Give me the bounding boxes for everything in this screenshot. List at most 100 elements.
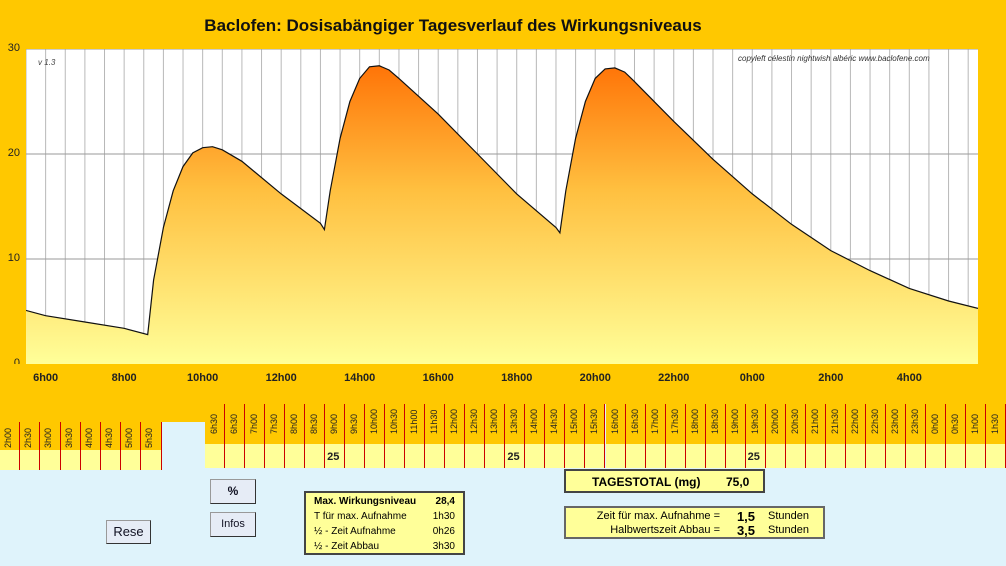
dose-input-cell[interactable] bbox=[40, 450, 61, 470]
dose-input-cell[interactable] bbox=[725, 444, 746, 468]
time-slot-cell[interactable] bbox=[141, 422, 162, 450]
dose-input-cell[interactable] bbox=[445, 444, 466, 468]
time-slot-cell[interactable] bbox=[285, 404, 306, 444]
time-slot-cell[interactable] bbox=[305, 404, 326, 444]
time-slot-cell[interactable] bbox=[345, 404, 366, 444]
absorb-time-value[interactable]: 1,5 bbox=[736, 509, 756, 524]
dose-input-cell[interactable] bbox=[60, 450, 81, 470]
dose-input-cell[interactable] bbox=[685, 444, 706, 468]
dose-input-cell[interactable] bbox=[525, 444, 546, 468]
time-slot-cell[interactable] bbox=[745, 404, 766, 444]
time-slot-cell[interactable] bbox=[705, 404, 726, 444]
halflife-value[interactable]: 3,5 bbox=[736, 523, 756, 538]
time-slot-cell[interactable] bbox=[80, 422, 101, 450]
time-slot-cell[interactable] bbox=[665, 404, 686, 444]
dose-value[interactable]: 25 bbox=[747, 451, 760, 463]
dose-value[interactable]: 25 bbox=[507, 451, 520, 463]
dose-input-cell[interactable] bbox=[20, 450, 41, 470]
time-slot-cell[interactable] bbox=[765, 404, 786, 444]
dose-input-cell[interactable] bbox=[405, 444, 426, 468]
dose-input-cell[interactable] bbox=[345, 444, 366, 468]
time-slot-cell[interactable] bbox=[265, 404, 286, 444]
time-slot-cell[interactable] bbox=[405, 404, 426, 444]
time-slot-cell[interactable] bbox=[101, 422, 122, 450]
dose-input-cell[interactable] bbox=[585, 444, 606, 468]
dose-input-cell[interactable] bbox=[825, 444, 846, 468]
dose-input-cell[interactable] bbox=[325, 444, 346, 468]
time-slot-cell[interactable] bbox=[60, 422, 81, 450]
dose-input-cell[interactable] bbox=[645, 444, 666, 468]
dose-input-cell[interactable] bbox=[805, 444, 826, 468]
time-slot-cell[interactable] bbox=[525, 404, 546, 444]
time-slot-cell[interactable] bbox=[121, 422, 142, 450]
time-slot-cell[interactable] bbox=[725, 404, 746, 444]
dose-value[interactable]: 25 bbox=[327, 451, 340, 463]
time-slot-cell[interactable] bbox=[0, 422, 21, 450]
dose-input-cell[interactable] bbox=[101, 450, 122, 470]
time-slot-cell[interactable] bbox=[685, 404, 706, 444]
time-slot-cell[interactable] bbox=[565, 404, 586, 444]
time-slot-cell[interactable] bbox=[40, 422, 61, 450]
dose-input-cell[interactable] bbox=[265, 444, 286, 468]
time-slot-cell[interactable] bbox=[985, 404, 1006, 444]
dose-input-cell[interactable] bbox=[0, 450, 21, 470]
dose-input-cell[interactable] bbox=[121, 450, 142, 470]
time-slot-cell[interactable] bbox=[805, 404, 826, 444]
dose-input-cell[interactable] bbox=[225, 444, 246, 468]
dose-input-cell[interactable] bbox=[665, 444, 686, 468]
time-slot-cell[interactable] bbox=[885, 404, 906, 444]
dose-input-cell[interactable] bbox=[905, 444, 926, 468]
time-slot-cell[interactable] bbox=[485, 404, 506, 444]
dose-input-cell[interactable] bbox=[465, 444, 486, 468]
dose-input-cell[interactable] bbox=[80, 450, 101, 470]
time-slot-cell[interactable] bbox=[385, 404, 406, 444]
dose-input-cell[interactable] bbox=[505, 444, 526, 468]
time-slot-cell[interactable] bbox=[325, 404, 346, 444]
dose-input-cell[interactable] bbox=[625, 444, 646, 468]
time-slot-cell[interactable] bbox=[225, 404, 246, 444]
dose-input-cell[interactable] bbox=[845, 444, 866, 468]
dose-input-cell[interactable] bbox=[305, 444, 326, 468]
dose-input-cell[interactable] bbox=[141, 450, 162, 470]
dose-input-cell[interactable] bbox=[365, 444, 386, 468]
time-slot-cell[interactable] bbox=[785, 404, 806, 444]
time-slot-cell[interactable] bbox=[245, 404, 266, 444]
time-slot-cell[interactable] bbox=[425, 404, 446, 444]
dose-input-cell[interactable] bbox=[245, 444, 266, 468]
dose-input-cell[interactable] bbox=[205, 444, 226, 468]
dose-input-cell[interactable] bbox=[745, 444, 766, 468]
time-slot-cell[interactable] bbox=[545, 404, 566, 444]
dose-input-cell[interactable] bbox=[865, 444, 886, 468]
time-slot-cell[interactable] bbox=[865, 404, 886, 444]
dose-input-cell[interactable] bbox=[885, 444, 906, 468]
dose-input-cell[interactable] bbox=[965, 444, 986, 468]
dose-input-cell[interactable] bbox=[285, 444, 306, 468]
time-slot-cell[interactable] bbox=[845, 404, 866, 444]
infos-button[interactable]: Infos bbox=[210, 512, 256, 537]
time-slot-cell[interactable] bbox=[965, 404, 986, 444]
dose-input-cell[interactable] bbox=[545, 444, 566, 468]
time-slot-cell[interactable] bbox=[205, 404, 226, 444]
dose-input-cell[interactable] bbox=[985, 444, 1006, 468]
dose-input-cell[interactable] bbox=[485, 444, 506, 468]
time-slot-cell[interactable] bbox=[465, 404, 486, 444]
time-slot-cell[interactable] bbox=[505, 404, 526, 444]
dose-input-cell[interactable] bbox=[945, 444, 966, 468]
time-slot-cell[interactable] bbox=[585, 404, 606, 444]
dose-input-cell[interactable] bbox=[765, 444, 786, 468]
time-slot-cell[interactable] bbox=[365, 404, 386, 444]
dose-input-cell[interactable] bbox=[785, 444, 806, 468]
time-slot-cell[interactable] bbox=[605, 404, 626, 444]
time-slot-cell[interactable] bbox=[645, 404, 666, 444]
dose-input-cell[interactable] bbox=[705, 444, 726, 468]
dose-input-cell[interactable] bbox=[605, 444, 626, 468]
time-slot-cell[interactable] bbox=[825, 404, 846, 444]
time-slot-cell[interactable] bbox=[905, 404, 926, 444]
dose-input-cell[interactable] bbox=[565, 444, 586, 468]
dose-input-cell[interactable] bbox=[385, 444, 406, 468]
time-slot-cell[interactable] bbox=[925, 404, 946, 444]
time-slot-cell[interactable] bbox=[445, 404, 466, 444]
dose-input-cell[interactable] bbox=[425, 444, 446, 468]
reset-button[interactable]: Rese bbox=[106, 520, 151, 544]
time-slot-cell[interactable] bbox=[625, 404, 646, 444]
